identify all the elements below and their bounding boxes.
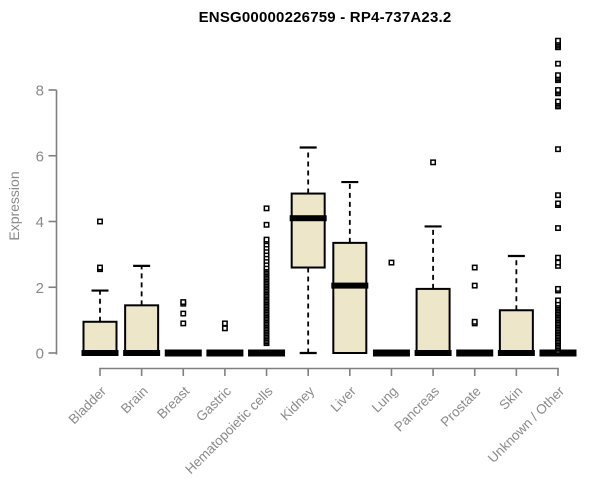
outlier-point [263,221,270,228]
outlier-point [180,320,187,327]
median-bar [81,350,119,356]
x-category-label: Bladder [66,383,110,427]
outlier-point [555,254,561,261]
iqr-box [290,192,326,269]
outlier-point [388,259,395,266]
outlier-point [555,192,561,199]
flat-zero-bar [456,349,494,357]
median-bar [414,350,452,356]
outlier-point [555,60,561,67]
outlier-point [555,87,561,93]
outlier-point [263,205,270,212]
x-category-label: Skin [496,384,525,413]
x-category-label: Kidney [278,383,318,423]
y-tick-label: 0 [36,346,44,363]
median-bar [123,350,161,356]
outlier-point [180,299,187,305]
outlier-point [263,236,270,243]
median-bar [331,282,369,289]
outlier-point [555,146,561,153]
iqr-box [332,241,368,354]
x-category-label: Breast [154,383,192,421]
median-bar [289,215,327,222]
outlier-point [555,259,561,266]
outlier-point [97,218,103,225]
x-category-label: Prostate [438,384,484,430]
y-axis-label: Expression [6,171,22,241]
outlier-point [555,200,561,207]
outlier-point [221,325,228,332]
outlier-point [180,310,187,317]
x-category-label: Gastric [193,383,234,424]
x-category-label: Brain [118,384,151,417]
y-tick-label: 6 [36,148,44,165]
iqr-box [415,287,451,354]
median-bar [497,350,535,356]
flat-zero-bar [206,349,244,357]
outlier-point [97,264,103,271]
outlier-point [221,320,228,327]
outlier-point [471,282,478,289]
iqr-box [82,320,118,354]
y-tick-label: 4 [36,214,44,231]
x-category-label: Liver [328,383,360,415]
outlier-point [555,297,561,304]
y-tick-label: 8 [36,83,44,100]
outlier-point [471,318,478,325]
y-tick-label: 2 [36,280,44,297]
x-category-label: Pancreas [391,383,442,434]
outlier-point [555,37,561,44]
iqr-box [124,304,160,354]
flat-zero-bar [248,349,286,357]
outlier-point [471,264,478,271]
x-category-label: Unknown / Other [485,383,568,466]
outlier-point [555,285,561,292]
chart-title: ENSG00000226759 - RP4-737A23.2 [198,9,452,26]
x-category-label: Lung [369,384,401,416]
outlier-point [430,159,437,166]
flat-zero-bar [164,349,202,357]
iqr-box [498,309,534,355]
flat-zero-bar [372,349,410,357]
outlier-point [555,72,561,79]
outlier-point [555,225,561,232]
outlier-point [555,98,561,105]
